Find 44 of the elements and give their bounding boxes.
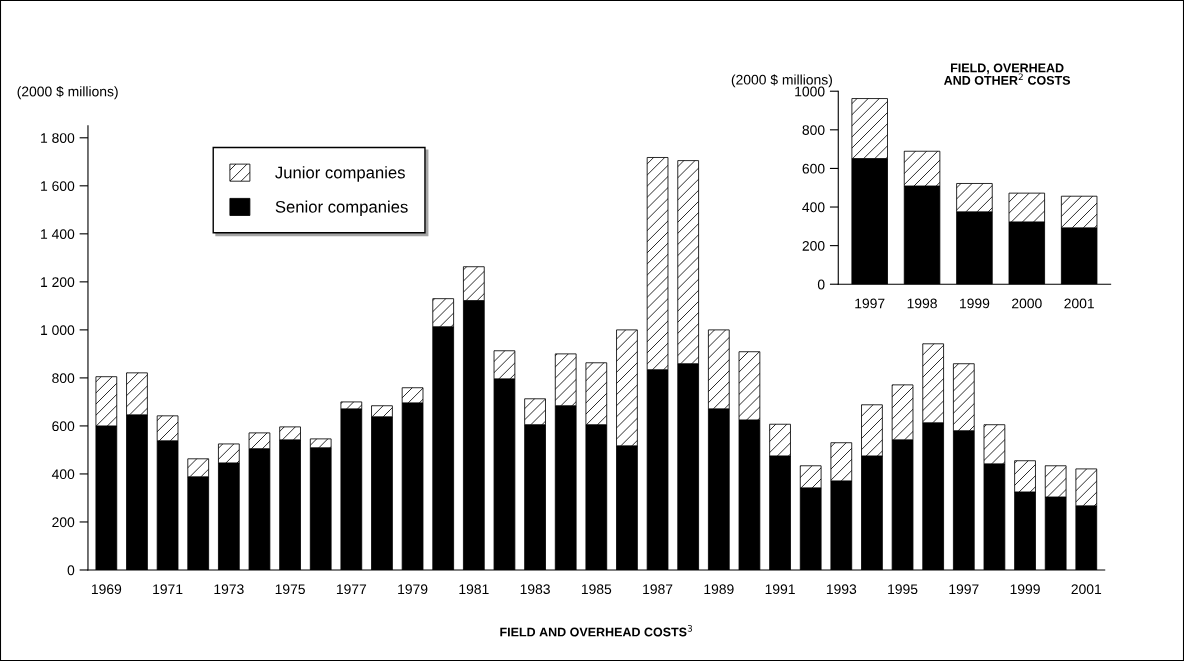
x-tick-label: 1985 — [581, 584, 612, 595]
y-tick-label: 200 — [802, 240, 825, 251]
y-tick-label: 600 — [52, 421, 75, 432]
y-axis-title: (2000 $ millions) — [17, 85, 118, 100]
x-tick-label: 2000 — [1012, 298, 1042, 309]
x-tick-label: 1977 — [336, 584, 367, 595]
x-tick-label: 1987 — [643, 584, 673, 595]
y-axis-title: (2000 $ millions) — [731, 74, 832, 88]
x-tick-label: 2001 — [1071, 584, 1102, 595]
y-tick-label: 400 — [802, 202, 825, 213]
x-tick-label: 2001 — [1064, 298, 1094, 309]
y-tick-label: 400 — [51, 469, 75, 480]
y-tick-label: 600 — [802, 163, 825, 174]
x-axis-title: FIELD AND OVERHEAD COSTS$^{3}$ — [500, 625, 693, 637]
x-tick-label: 1971 — [153, 584, 183, 595]
y-tick-label: 1 000 — [41, 325, 75, 336]
y-tick-label: 1 400 — [41, 229, 75, 239]
x-tick-label: 1997 — [949, 584, 979, 595]
y-tick-label: 800 — [802, 125, 825, 135]
x-tick-label: 1969 — [91, 584, 122, 595]
y-tick-label: 0 — [67, 565, 75, 576]
x-tick-label: 1999 — [960, 298, 990, 309]
x-tick-label: 1997 — [855, 298, 885, 309]
y-tick-label: 800 — [52, 373, 75, 384]
legend-label: Senior companies — [275, 200, 408, 217]
y-tick-label: 1000 — [795, 86, 825, 97]
x-tick-label: 1989 — [704, 584, 734, 595]
x-tick-label: 1979 — [398, 584, 428, 595]
x-tick-label: 1999 — [1010, 584, 1040, 595]
x-tick-label: 1981 — [459, 584, 489, 595]
x-tick-label: 1983 — [520, 584, 550, 595]
y-tick-label: 1 200 — [41, 277, 75, 288]
y-tick-label: 200 — [52, 517, 75, 528]
y-tick-label: 0 — [817, 279, 825, 290]
x-tick-label: 1993 — [826, 584, 857, 595]
x-tick-label: 1973 — [214, 584, 244, 595]
x-tick-label: 1975 — [275, 584, 305, 595]
y-tick-label: 1 600 — [41, 181, 75, 191]
x-tick-label: 1995 — [888, 584, 918, 595]
x-tick-label: 1998 — [907, 298, 937, 309]
legend-label: Junior companies — [275, 166, 405, 182]
chart-title: FIELD, OVERHEAD AND OTHER$^{2}$ COSTS — [943, 63, 1071, 85]
x-tick-label: 1991 — [765, 584, 795, 595]
y-tick-label: 1 800 — [41, 133, 75, 143]
